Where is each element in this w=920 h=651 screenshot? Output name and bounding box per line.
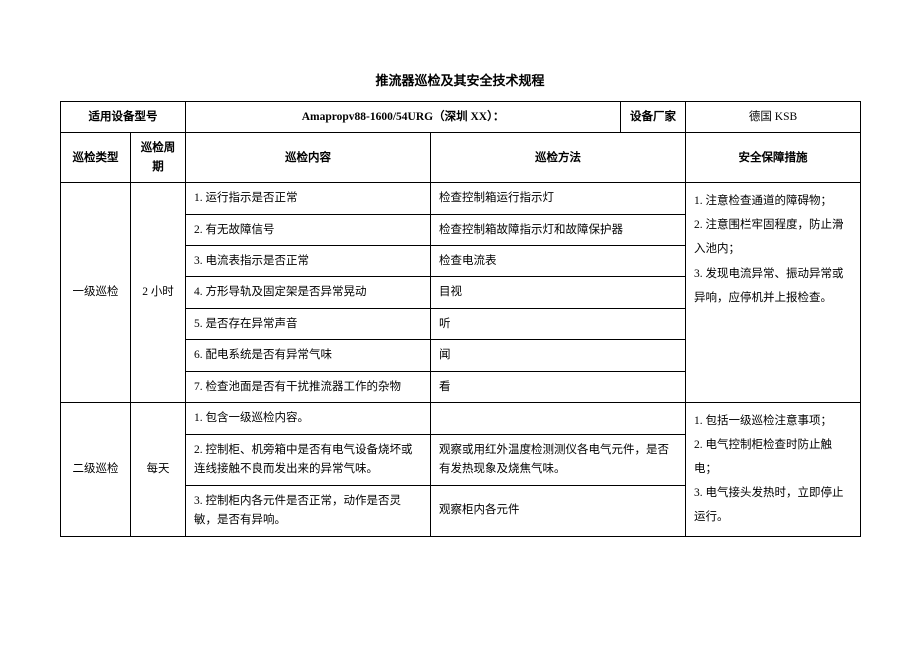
col-type-header: 巡检类型 <box>61 133 131 183</box>
level1-method: 闻 <box>431 340 686 371</box>
level2-method: 观察柜内各元件 <box>431 485 686 536</box>
level2-content: 2. 控制柜、机旁箱中是否有电气设备烧坏或连线接触不良而发出来的异常气味。 <box>186 434 431 485</box>
level1-method: 检查电流表 <box>431 245 686 276</box>
level1-method: 听 <box>431 308 686 339</box>
page-title: 推流器巡检及其安全技术规程 <box>60 70 860 89</box>
level1-safety: 1. 注意检查通道的障碍物；2. 注意围栏牢固程度，防止滑入池内；3. 发现电流… <box>686 183 861 403</box>
col-content-header: 巡检内容 <box>186 133 431 183</box>
level2-safety: 1. 包括一级巡检注意事项；2. 电气控制柜检查时防止触电；3. 电气接头发热时… <box>686 402 861 536</box>
table-row: 巡检类型 巡检周期 巡检内容 巡检方法 安全保障措施 <box>61 133 861 183</box>
level1-method: 看 <box>431 371 686 402</box>
table-row: 一级巡检 2 小时 1. 运行指示是否正常 检查控制箱运行指示灯 1. 注意检查… <box>61 183 861 214</box>
model-value: Amapropv88-1600/54URG（深圳 XX）： <box>186 102 621 133</box>
level1-method: 目视 <box>431 277 686 308</box>
level1-content: 5. 是否存在异常声音 <box>186 308 431 339</box>
level2-type: 二级巡检 <box>61 402 131 536</box>
col-method-header: 巡检方法 <box>431 133 686 183</box>
level1-content: 3. 电流表指示是否正常 <box>186 245 431 276</box>
model-label: 适用设备型号 <box>61 102 186 133</box>
vendor-value: 德国 KSB <box>686 102 861 133</box>
level1-type: 一级巡检 <box>61 183 131 403</box>
table-row: 二级巡检 每天 1. 包含一级巡检内容。 1. 包括一级巡检注意事项；2. 电气… <box>61 402 861 434</box>
level1-content: 4. 方形导轨及固定架是否异常晃动 <box>186 277 431 308</box>
level1-content: 7. 检查池面是否有干扰推流器工作的杂物 <box>186 371 431 402</box>
col-period-header: 巡检周期 <box>131 133 186 183</box>
level2-method: 观察或用红外温度检测测仪各电气元件，是否有发热现象及烧焦气味。 <box>431 434 686 485</box>
level1-content: 2. 有无故障信号 <box>186 214 431 245</box>
level1-method: 检查控制箱故障指示灯和故障保护器 <box>431 214 686 245</box>
level1-method: 检查控制箱运行指示灯 <box>431 183 686 214</box>
level2-method <box>431 402 686 434</box>
vendor-label: 设备厂家 <box>621 102 686 133</box>
level2-content: 1. 包含一级巡检内容。 <box>186 402 431 434</box>
col-safety-header: 安全保障措施 <box>686 133 861 183</box>
level2-content: 3. 控制柜内各元件是否正常，动作是否灵敏，是否有异响。 <box>186 485 431 536</box>
table-row: 适用设备型号 Amapropv88-1600/54URG（深圳 XX）： 设备厂… <box>61 102 861 133</box>
inspection-table: 适用设备型号 Amapropv88-1600/54URG（深圳 XX）： 设备厂… <box>60 101 861 537</box>
level1-content: 6. 配电系统是否有异常气味 <box>186 340 431 371</box>
level1-period: 2 小时 <box>131 183 186 403</box>
level2-period: 每天 <box>131 402 186 536</box>
level1-content: 1. 运行指示是否正常 <box>186 183 431 214</box>
